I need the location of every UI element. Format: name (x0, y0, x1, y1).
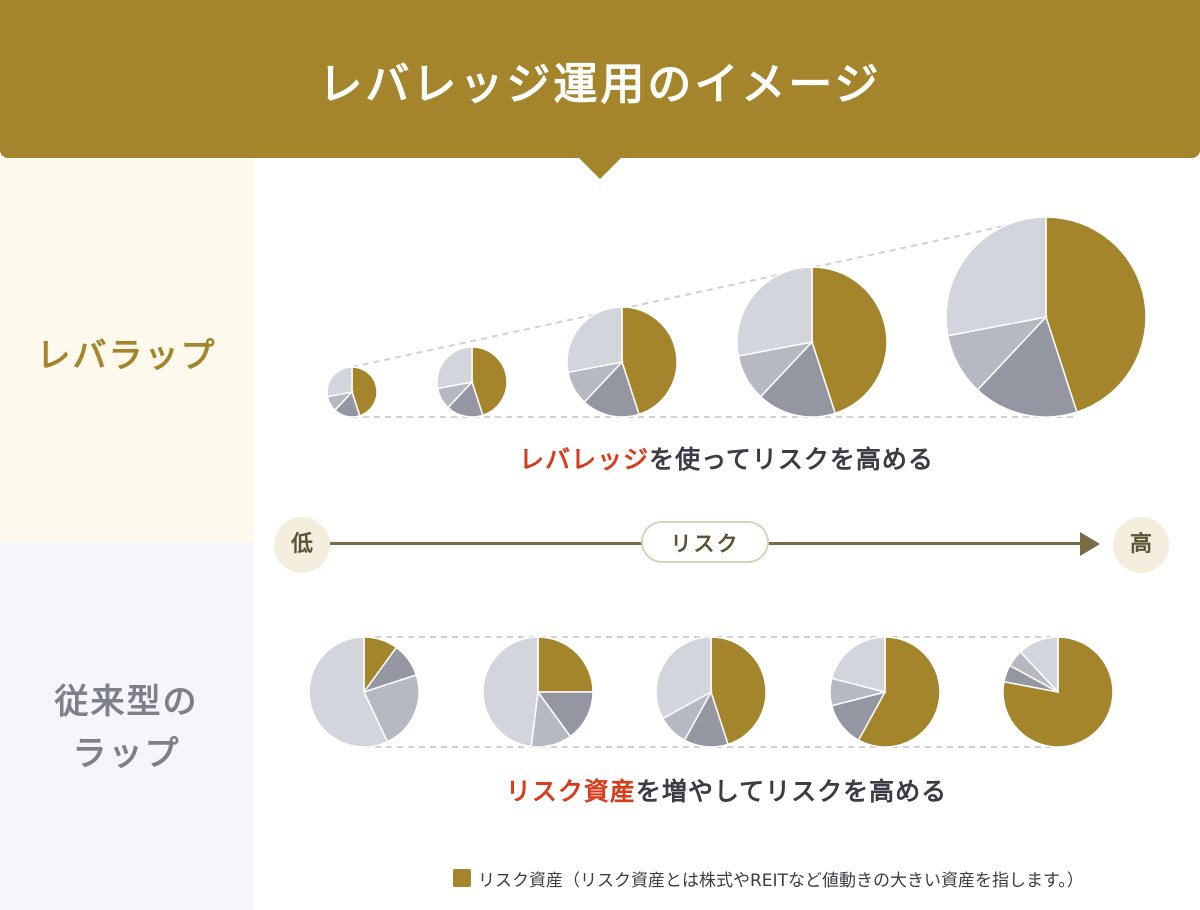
other-asset-slice (830, 636, 886, 693)
conventional-pie-5 (1002, 636, 1114, 748)
other-asset-slice (945, 216, 1047, 337)
header-banner: レバレッジ運用のイメージ (0, 0, 1200, 158)
leverage-caption: レバレッジを使ってリスクを高める (253, 440, 1200, 476)
leverage-guide-lines (351, 216, 1076, 418)
other-asset-slice (759, 340, 837, 418)
risk-asset-slice (351, 366, 378, 417)
risk-asset-slice (537, 636, 594, 693)
other-asset-slice (536, 691, 594, 738)
risk-asset-slice (811, 266, 888, 415)
conventional-caption-highlight: リスク資産 (505, 777, 636, 806)
risk-asset-slice (471, 346, 508, 417)
other-asset-slice (583, 360, 640, 418)
conventional-caption: リスク資産を増やしてリスクを高める (253, 772, 1200, 808)
other-asset-slice (1019, 636, 1059, 694)
other-asset-slice (308, 636, 389, 748)
conventional-pie-1 (308, 636, 420, 748)
leverage-pie-2 (436, 346, 508, 418)
other-asset-slice (566, 306, 623, 374)
other-asset-slice (326, 366, 353, 398)
legend-text: リスク資産（リスク資産とは株式やREITなど値動きの大きい資産を指します。） (478, 870, 1084, 891)
conventional-wrap-label-line1: 従来型の (54, 682, 199, 722)
leverage-pie-1 (326, 366, 378, 418)
risk-asset-slice (1045, 216, 1147, 414)
risk-high-badge: 高 (1113, 517, 1169, 573)
leverage-wrap-label: レバラップ (36, 336, 217, 376)
risk-low-badge: 低 (274, 517, 330, 573)
conventional-wrap-label: 従来型の ラップ (0, 676, 253, 780)
conventional-wrap-label-panel (0, 542, 253, 910)
header-pointer (578, 157, 622, 179)
leverage-caption-highlight: レバレッジ (519, 445, 650, 474)
other-asset-slice (736, 266, 813, 357)
other-asset-slice (655, 636, 712, 720)
legend: リスク資産（リスク資産とは株式やREITなど値動きの大きい資産を指します。） (453, 866, 1084, 891)
other-asset-slice (482, 636, 539, 748)
conventional-caption-text: を増やしてリスクを高める (635, 777, 948, 806)
conventional-pie-3 (655, 636, 767, 748)
risk-asset-slice (857, 636, 941, 748)
risk-asset-slice (621, 306, 678, 416)
risk-asset-slice (710, 636, 767, 746)
other-asset-slice (436, 346, 473, 390)
leverage-pie-4 (736, 266, 888, 418)
leverage-pie-3 (566, 306, 678, 418)
risk-axis-label: リスク (641, 521, 769, 563)
conventional-pie-4 (829, 636, 941, 748)
leverage-wrap-label-panel (0, 158, 253, 542)
other-asset-slice (362, 674, 420, 743)
conventional-pie-2 (482, 636, 594, 748)
conventional-wrap-label-line2: ラップ (72, 734, 181, 774)
page-title: レバレッジ運用のイメージ (318, 59, 882, 110)
leverage-pie-5 (945, 216, 1147, 418)
risk-axis-arrow-icon (1080, 532, 1100, 556)
leverage-top-guide (351, 216, 1047, 368)
other-asset-slice (976, 315, 1078, 418)
leverage-caption-text: を使ってリスクを高める (649, 445, 934, 474)
legend-swatch-icon (453, 869, 471, 887)
